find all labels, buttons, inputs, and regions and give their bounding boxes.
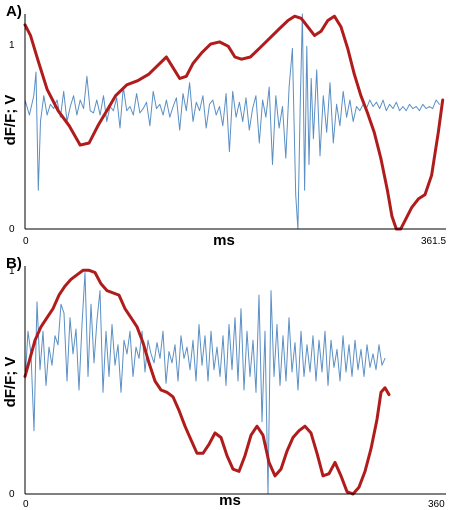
panel-b-y-tick-0: 0 — [9, 489, 15, 500]
panel-a-series — [23, 13, 445, 231]
panel-a-x-tick-0: 0 — [23, 236, 29, 247]
panel-b-series-line-red — [23, 268, 391, 496]
panel-a-x-tick-1: 361.5 — [421, 236, 446, 247]
panel-b: B) 1 0 0 360 ms dF/F; V — [2, 255, 446, 510]
panel-b-x-label: ms — [219, 492, 241, 509]
panel-a-y-tick-1: 1 — [9, 40, 15, 51]
panel-b-y-tick-1: 1 — [9, 266, 15, 277]
panel-b-x-tick-0: 0 — [23, 499, 29, 510]
panel-a-series-line-red — [23, 14, 445, 231]
panel-b-series — [23, 268, 391, 496]
panel-label-b: B) — [6, 255, 22, 272]
panel-label-a: A) — [6, 3, 22, 20]
panel-b-y-label: dF/F; V — [2, 357, 19, 408]
panel-a-x-label: ms — [213, 232, 235, 249]
panel-a: A) 1 0 0 361.5 ms dF/F; V — [2, 3, 446, 249]
panel-a-series-line-blue — [24, 13, 440, 230]
panel-b-x-tick-1: 360 — [428, 499, 445, 510]
panel-a-y-tick-0: 0 — [9, 224, 15, 235]
panel-b-series-line-blue — [24, 272, 386, 495]
panel-a-y-label: dF/F; V — [2, 95, 19, 146]
